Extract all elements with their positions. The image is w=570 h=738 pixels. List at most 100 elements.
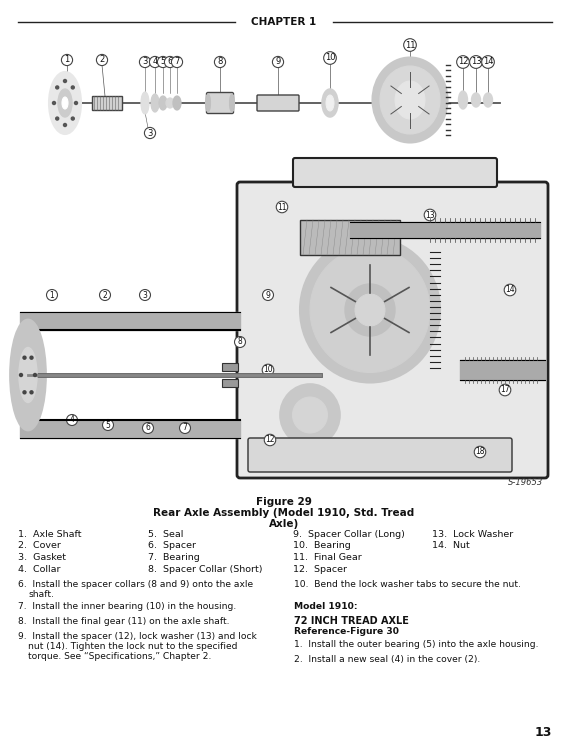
- Text: 9.  Install the spacer (12), lock washer (13) and lock: 9. Install the spacer (12), lock washer …: [18, 632, 257, 641]
- Text: shaft.: shaft.: [28, 590, 54, 599]
- Text: 5.  Seal: 5. Seal: [148, 530, 184, 539]
- Bar: [222, 379, 238, 387]
- Ellipse shape: [63, 123, 67, 126]
- Ellipse shape: [56, 86, 59, 89]
- Text: Figure 29: Figure 29: [256, 497, 312, 507]
- Text: Axle): Axle): [269, 519, 299, 529]
- FancyBboxPatch shape: [248, 438, 512, 472]
- Text: 14: 14: [505, 286, 515, 294]
- Ellipse shape: [62, 97, 68, 109]
- Text: 6: 6: [145, 424, 150, 432]
- Text: nut (14). Tighten the lock nut to the specified: nut (14). Tighten the lock nut to the sp…: [28, 642, 238, 651]
- Text: 10: 10: [263, 365, 273, 374]
- Text: 13: 13: [535, 726, 552, 738]
- Text: 6.  Spacer: 6. Spacer: [148, 542, 196, 551]
- Text: 3: 3: [142, 58, 148, 66]
- Ellipse shape: [373, 58, 447, 142]
- Text: 13: 13: [425, 210, 435, 219]
- Text: 1: 1: [50, 291, 54, 300]
- Ellipse shape: [471, 93, 481, 107]
- Text: 2.  Cover: 2. Cover: [18, 542, 61, 551]
- Ellipse shape: [355, 294, 385, 326]
- Ellipse shape: [19, 348, 37, 402]
- Text: 1.  Axle Shaft: 1. Axle Shaft: [18, 530, 82, 539]
- Bar: [300, 220, 400, 255]
- Text: 8.  Spacer Collar (Short): 8. Spacer Collar (Short): [148, 565, 263, 573]
- Ellipse shape: [310, 247, 430, 373]
- Ellipse shape: [395, 81, 425, 119]
- Ellipse shape: [71, 86, 74, 89]
- Text: 1: 1: [64, 55, 70, 64]
- Text: 5: 5: [160, 58, 166, 66]
- Ellipse shape: [326, 95, 334, 111]
- Text: 3: 3: [147, 128, 153, 137]
- Ellipse shape: [56, 117, 59, 120]
- Text: 10: 10: [325, 53, 335, 63]
- Text: 9.  Spacer Collar (Long): 9. Spacer Collar (Long): [293, 530, 405, 539]
- Text: Rear Axle Assembly (Model 1910, Std. Tread: Rear Axle Assembly (Model 1910, Std. Tre…: [153, 508, 414, 518]
- Ellipse shape: [159, 96, 167, 110]
- Text: Model 1910:: Model 1910:: [294, 602, 357, 611]
- Ellipse shape: [166, 98, 174, 108]
- FancyBboxPatch shape: [206, 92, 234, 114]
- Text: 13: 13: [471, 58, 481, 66]
- Text: Reference-Figure 30: Reference-Figure 30: [294, 627, 399, 636]
- Ellipse shape: [75, 102, 78, 105]
- Bar: [92, 96, 122, 110]
- Text: 13.  Lock Washer: 13. Lock Washer: [432, 530, 513, 539]
- Text: 7: 7: [174, 58, 180, 66]
- Text: 10.  Bearing: 10. Bearing: [293, 542, 351, 551]
- FancyBboxPatch shape: [257, 95, 299, 111]
- FancyBboxPatch shape: [237, 182, 548, 478]
- Ellipse shape: [71, 117, 74, 120]
- Ellipse shape: [380, 66, 440, 134]
- Ellipse shape: [173, 96, 181, 110]
- Text: 14.  Nut: 14. Nut: [432, 542, 470, 551]
- Text: 14: 14: [483, 58, 493, 66]
- Ellipse shape: [345, 284, 395, 336]
- Text: 11: 11: [277, 202, 287, 212]
- Text: 12: 12: [458, 58, 468, 66]
- Ellipse shape: [23, 391, 26, 394]
- Text: 4.  Collar: 4. Collar: [18, 565, 60, 573]
- Text: 9: 9: [266, 291, 270, 300]
- Bar: [222, 363, 238, 371]
- Ellipse shape: [30, 356, 33, 359]
- Ellipse shape: [23, 356, 26, 359]
- Text: torque. See “Specifications,” Chapter 2.: torque. See “Specifications,” Chapter 2.: [28, 652, 211, 661]
- Text: 2: 2: [99, 55, 105, 64]
- Ellipse shape: [151, 94, 159, 112]
- Ellipse shape: [230, 94, 234, 112]
- Ellipse shape: [280, 384, 340, 446]
- Text: 72 INCH TREAD AXLE: 72 INCH TREAD AXLE: [294, 616, 409, 626]
- Ellipse shape: [34, 373, 36, 376]
- Text: 11.  Final Gear: 11. Final Gear: [293, 553, 362, 562]
- Ellipse shape: [483, 93, 492, 107]
- Ellipse shape: [300, 238, 440, 382]
- Text: CHAPTER 1: CHAPTER 1: [251, 17, 316, 27]
- Ellipse shape: [292, 397, 328, 433]
- Text: 12: 12: [265, 435, 275, 444]
- FancyBboxPatch shape: [293, 158, 497, 187]
- Text: 3.  Gasket: 3. Gasket: [18, 553, 66, 562]
- Text: 11: 11: [405, 41, 416, 49]
- Text: 8.  Install the final gear (11) on the axle shaft.: 8. Install the final gear (11) on the ax…: [18, 617, 230, 626]
- Ellipse shape: [19, 373, 22, 376]
- Ellipse shape: [49, 72, 81, 134]
- Text: 5: 5: [105, 421, 111, 430]
- Ellipse shape: [458, 91, 467, 109]
- Text: S-19653: S-19653: [508, 478, 543, 487]
- Ellipse shape: [10, 320, 46, 430]
- Text: 8: 8: [217, 58, 223, 66]
- Text: 9: 9: [275, 58, 280, 66]
- Ellipse shape: [141, 92, 149, 114]
- Text: 10.  Bend the lock washer tabs to secure the nut.: 10. Bend the lock washer tabs to secure …: [294, 580, 521, 589]
- Ellipse shape: [52, 102, 55, 105]
- Text: 7: 7: [182, 424, 188, 432]
- Text: 1.  Install the outer bearing (5) into the axle housing.: 1. Install the outer bearing (5) into th…: [294, 640, 539, 649]
- Text: 17: 17: [500, 385, 510, 395]
- Text: 6: 6: [168, 58, 173, 66]
- Text: 7.  Install the inner bearing (10) in the housing.: 7. Install the inner bearing (10) in the…: [18, 602, 236, 611]
- Text: 2.  Install a new seal (4) in the cover (2).: 2. Install a new seal (4) in the cover (…: [294, 655, 481, 664]
- Ellipse shape: [58, 89, 72, 117]
